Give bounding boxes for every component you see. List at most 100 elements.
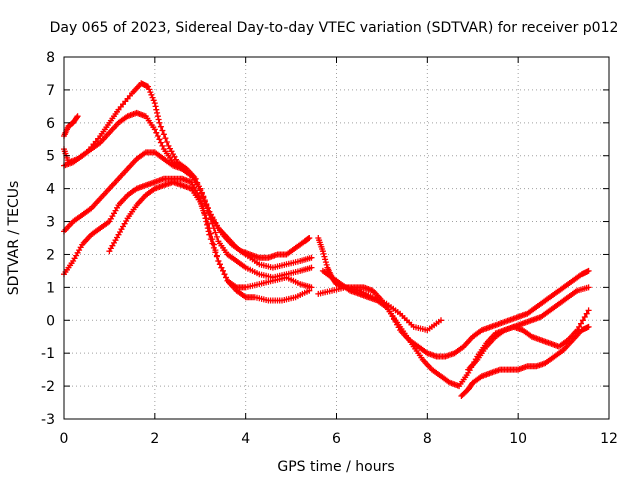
- x-tick-label: 10: [509, 431, 527, 447]
- data-point: [162, 135, 169, 142]
- series-sat-3: [61, 149, 315, 281]
- data-point: [160, 131, 167, 138]
- data-point: [216, 261, 223, 268]
- y-tick-label: 5: [46, 149, 55, 165]
- data-point: [200, 194, 207, 201]
- data-point: [220, 267, 226, 274]
- data-point: [73, 114, 80, 121]
- data-point: [207, 236, 214, 243]
- y-tick-label: 4: [46, 182, 55, 198]
- data-point: [322, 259, 329, 266]
- data-point: [213, 253, 220, 260]
- data-point: [153, 106, 160, 113]
- x-tick-label: 4: [241, 431, 250, 447]
- data-point: [585, 284, 592, 291]
- data-point: [576, 323, 583, 330]
- y-tick-label: -3: [41, 412, 55, 428]
- data-point: [159, 142, 166, 149]
- x-tick-label: 12: [600, 431, 618, 447]
- data-point: [308, 284, 315, 291]
- data-point: [210, 244, 217, 251]
- data-point: [204, 221, 211, 228]
- data-point: [156, 136, 163, 143]
- data-point: [74, 113, 81, 120]
- y-tick-label: 3: [46, 215, 55, 231]
- y-tick-label: -1: [41, 346, 55, 362]
- x-tick-label: 6: [332, 431, 341, 447]
- data-point: [157, 123, 164, 130]
- data-point: [321, 253, 328, 260]
- data-point: [202, 215, 209, 222]
- series-group: [61, 80, 592, 399]
- ticks: [63, 56, 610, 420]
- data-point: [213, 233, 220, 240]
- data-point: [163, 139, 170, 145]
- y-tick-label: -2: [41, 379, 55, 395]
- data-point: [585, 267, 592, 274]
- x-axis-label: GPS time / hours: [277, 459, 394, 475]
- data-point: [578, 320, 584, 327]
- data-point: [319, 248, 326, 255]
- data-point: [148, 91, 155, 98]
- y-tick-label: 1: [46, 280, 55, 296]
- y-tick-label: 0: [46, 313, 55, 329]
- chart-title: Day 065 of 2023, Sidereal Day-to-day VTE…: [50, 20, 619, 36]
- series-sat-5: [106, 179, 313, 304]
- x-tick-labels: 0 2 4 6 8 10 12: [60, 431, 618, 447]
- data-point: [197, 185, 204, 192]
- data-point: [152, 103, 159, 110]
- data-point: [156, 119, 163, 126]
- data-point: [212, 229, 219, 236]
- data-point: [223, 274, 229, 281]
- data-point: [203, 218, 210, 225]
- data-point: [153, 129, 160, 136]
- data-point: [159, 127, 166, 134]
- data-point: [149, 94, 156, 101]
- data-point: [306, 287, 313, 294]
- data-point: [204, 225, 211, 232]
- data-point: [320, 250, 327, 257]
- y-tick-labels: -3 -2 -1 0 1 2 3 4 5 6 7 8: [41, 50, 55, 428]
- x-tick-label: 8: [423, 431, 432, 447]
- data-point: [215, 258, 222, 264]
- series-sat-11: [315, 284, 444, 334]
- data-point: [585, 323, 592, 330]
- data-point: [583, 310, 590, 317]
- data-point: [221, 271, 228, 278]
- data-point: [574, 327, 581, 334]
- data-point: [145, 83, 151, 90]
- data-point: [308, 264, 315, 271]
- data-point: [150, 97, 157, 104]
- data-point: [308, 254, 315, 261]
- data-point: [151, 100, 158, 107]
- data-point: [154, 109, 161, 116]
- data-point: [147, 89, 154, 96]
- data-point: [581, 314, 588, 320]
- data-point: [154, 113, 161, 120]
- data-point: [323, 261, 330, 268]
- data-point: [154, 133, 161, 139]
- x-tick-label: 0: [60, 431, 69, 447]
- data-point: [218, 264, 225, 271]
- data-point: [155, 116, 162, 123]
- y-tick-label: 7: [46, 83, 55, 99]
- data-point: [207, 216, 214, 223]
- series-sat-10: [465, 307, 592, 373]
- data-point: [205, 228, 212, 235]
- data-point: [306, 235, 313, 241]
- y-tick-label: 6: [46, 116, 55, 132]
- data-point: [209, 240, 216, 247]
- y-tick-label: 2: [46, 247, 55, 263]
- data-point: [438, 317, 444, 324]
- series-sat-4: [61, 175, 315, 291]
- data-point: [322, 256, 329, 263]
- y-axis-label: SDTVAR / TECUs: [6, 181, 22, 296]
- data-point: [151, 126, 158, 133]
- data-point: [206, 231, 213, 238]
- data-point: [146, 86, 153, 93]
- data-point: [157, 139, 164, 146]
- y-tick-label: 8: [46, 50, 55, 66]
- data-point: [579, 317, 586, 324]
- x-tick-label: 2: [150, 431, 159, 447]
